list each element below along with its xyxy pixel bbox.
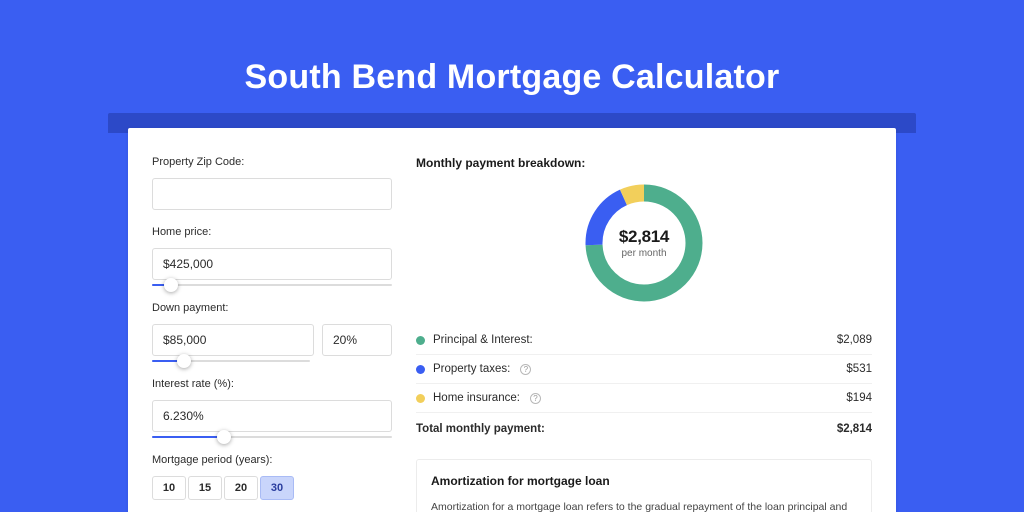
interest-rate-label: Interest rate (%): bbox=[152, 378, 392, 390]
legend-row: Property taxes:? $531 bbox=[416, 355, 872, 384]
legend-label: Property taxes: bbox=[433, 363, 510, 375]
home-price-slider-thumb[interactable] bbox=[164, 278, 178, 292]
interest-rate-block: Interest rate (%): bbox=[152, 378, 392, 438]
donut-amount: $2,814 bbox=[619, 227, 669, 247]
amortization-body: Amortization for a mortgage loan refers … bbox=[431, 500, 857, 512]
donut-sub: per month bbox=[621, 248, 666, 259]
amortization-title: Amortization for mortgage loan bbox=[431, 474, 857, 488]
interest-rate-input[interactable] bbox=[152, 400, 392, 432]
zip-input[interactable] bbox=[152, 178, 392, 210]
legend-dot-icon bbox=[416, 394, 425, 403]
legend-label: Principal & Interest: bbox=[433, 334, 533, 346]
home-price-block: Home price: bbox=[152, 226, 392, 286]
down-payment-amount-input[interactable] bbox=[152, 324, 314, 356]
legend-row: Home insurance:? $194 bbox=[416, 384, 872, 413]
home-price-label: Home price: bbox=[152, 226, 392, 238]
legend-left: Property taxes:? bbox=[416, 363, 531, 375]
total-row: Total monthly payment: $2,814 bbox=[416, 413, 872, 443]
period-option-30[interactable]: 30 bbox=[260, 476, 294, 500]
form-column: Property Zip Code: Home price: Down paym… bbox=[152, 156, 392, 512]
page-backdrop: South Bend Mortgage Calculator Property … bbox=[0, 0, 1024, 512]
zip-field-block: Property Zip Code: bbox=[152, 156, 392, 210]
donut-center: $2,814 per month bbox=[581, 180, 707, 306]
home-price-slider[interactable] bbox=[152, 284, 392, 286]
home-price-input[interactable] bbox=[152, 248, 392, 280]
period-options: 10152030 bbox=[152, 476, 392, 500]
period-option-15[interactable]: 15 bbox=[188, 476, 222, 500]
donut-wrap: $2,814 per month bbox=[416, 180, 872, 306]
legend-row: Principal & Interest: $2,089 bbox=[416, 326, 872, 355]
calculator-card: Property Zip Code: Home price: Down paym… bbox=[128, 128, 896, 512]
interest-rate-slider-thumb[interactable] bbox=[217, 430, 231, 444]
legend-value: $194 bbox=[846, 392, 872, 404]
zip-label: Property Zip Code: bbox=[152, 156, 392, 168]
interest-rate-slider[interactable] bbox=[152, 436, 392, 438]
breakdown-title: Monthly payment breakdown: bbox=[416, 156, 872, 170]
info-icon[interactable]: ? bbox=[520, 364, 531, 375]
period-block: Mortgage period (years): 10152030 bbox=[152, 454, 392, 500]
legend-value: $531 bbox=[846, 363, 872, 375]
interest-rate-slider-fill bbox=[152, 436, 224, 438]
period-label: Mortgage period (years): bbox=[152, 454, 392, 466]
period-option-10[interactable]: 10 bbox=[152, 476, 186, 500]
down-payment-slider[interactable] bbox=[152, 360, 310, 362]
page-title: South Bend Mortgage Calculator bbox=[0, 58, 1024, 97]
down-payment-pct-input[interactable] bbox=[322, 324, 392, 356]
breakdown-column: Monthly payment breakdown: $2,814 per mo… bbox=[416, 156, 872, 512]
total-label: Total monthly payment: bbox=[416, 423, 545, 435]
down-payment-label: Down payment: bbox=[152, 302, 392, 314]
legend-dot-icon bbox=[416, 365, 425, 374]
info-icon[interactable]: ? bbox=[530, 393, 541, 404]
legend-left: Home insurance:? bbox=[416, 392, 541, 404]
legend-left: Principal & Interest: bbox=[416, 334, 533, 346]
total-value: $2,814 bbox=[837, 423, 872, 435]
legend-value: $2,089 bbox=[837, 334, 872, 346]
payment-donut: $2,814 per month bbox=[581, 180, 707, 306]
legend-label: Home insurance: bbox=[433, 392, 520, 404]
down-payment-slider-thumb[interactable] bbox=[177, 354, 191, 368]
legend-dot-icon bbox=[416, 336, 425, 345]
period-option-20[interactable]: 20 bbox=[224, 476, 258, 500]
legend-list: Principal & Interest: $2,089 Property taxe… bbox=[416, 326, 872, 413]
amortization-card: Amortization for mortgage loan Amortizat… bbox=[416, 459, 872, 512]
down-payment-block: Down payment: bbox=[152, 302, 392, 362]
